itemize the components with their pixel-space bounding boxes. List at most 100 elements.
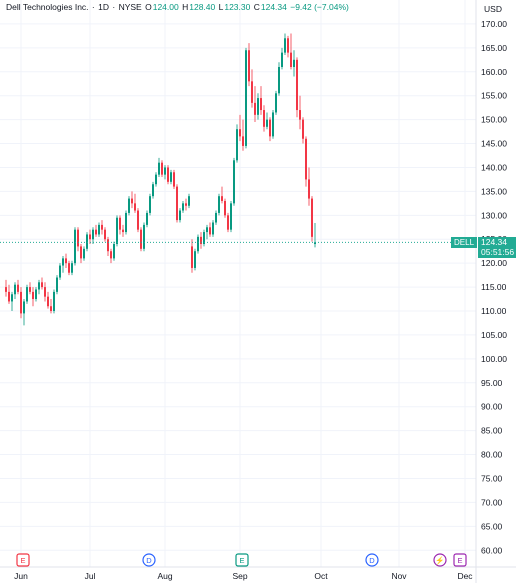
candle (191, 239, 193, 273)
candle-body (158, 162, 160, 175)
candle-body (11, 294, 13, 302)
candle (200, 232, 202, 249)
candle (266, 112, 268, 130)
candle (305, 136, 307, 187)
candle (269, 117, 271, 142)
candle-body (269, 119, 271, 137)
candle (26, 284, 28, 304)
candle (137, 208, 139, 233)
price-axis[interactable]: 60.00 65.00 70.00 75.00 80.00 85.00 90.00 95.00… (475, 0, 507, 583)
candle (152, 181, 154, 199)
candle-body (107, 239, 109, 252)
event-label: ⚡ (435, 556, 444, 565)
candle (107, 236, 109, 256)
y-tick-label: 70.00 (481, 497, 503, 507)
candlestick-series (5, 33, 316, 326)
candle-body (278, 66, 280, 94)
candle (35, 287, 37, 302)
candle (272, 110, 274, 139)
candle-body (185, 203, 187, 206)
candle (83, 246, 85, 261)
candle-body (125, 212, 127, 233)
y-tick-label: 150.00 (481, 115, 507, 125)
event-label: E (457, 556, 462, 565)
candle-body (116, 217, 118, 245)
candle-body (98, 224, 100, 235)
candle-body (128, 198, 130, 213)
candle (245, 47, 247, 149)
open-value: 124.00 (152, 2, 179, 12)
candle (188, 193, 190, 209)
candle-body (203, 232, 205, 245)
candle-body (281, 52, 283, 67)
event-dividend-icon: D (365, 553, 379, 567)
candle (92, 227, 94, 245)
candle (176, 184, 178, 223)
candle (311, 196, 313, 242)
candle (185, 198, 187, 211)
candle-body (17, 284, 19, 292)
x-tick-label: Sep (232, 571, 247, 581)
candle (134, 193, 136, 213)
close-value: 124.34 (260, 2, 287, 12)
candle-body (152, 184, 154, 197)
candle-body (14, 284, 16, 295)
candle (146, 210, 148, 228)
candle (263, 105, 265, 132)
low-value: 123.30 (224, 2, 251, 12)
candle-body (179, 210, 181, 221)
candle (14, 282, 16, 300)
candle-body (224, 200, 226, 216)
candle-body (275, 93, 277, 113)
candle-body (140, 229, 142, 249)
candle-body (263, 110, 265, 127)
candle-body (197, 236, 199, 252)
candle (89, 229, 91, 245)
candle-body (5, 287, 7, 292)
candle (140, 227, 142, 252)
candle (143, 222, 145, 252)
candle-body (215, 212, 217, 223)
y-tick-label: 135.00 (481, 186, 507, 196)
x-tick-label: Aug (157, 571, 172, 581)
candle (215, 210, 217, 225)
candle-body (200, 236, 202, 245)
event-label: D (369, 556, 375, 565)
candle-body (311, 198, 313, 237)
candle-body (314, 242, 316, 245)
candle-body (137, 210, 139, 230)
candle-body (77, 229, 79, 247)
grid-lines (0, 0, 476, 567)
candle-body (290, 52, 292, 67)
candle-body (299, 110, 301, 120)
time-axis[interactable]: Jun Jul Aug Sep Oct Nov Dec (0, 566, 516, 581)
candle-body (155, 174, 157, 185)
candle-body (296, 59, 298, 111)
candle (23, 299, 25, 326)
high-value: 128.40 (189, 2, 216, 12)
candle (212, 220, 214, 237)
candle (116, 215, 118, 247)
event-earnings-icon: E (16, 553, 30, 567)
events-row: E D E D ⚡ E (16, 553, 467, 567)
candle (149, 193, 151, 216)
candle (290, 33, 292, 70)
candle-body (101, 224, 103, 230)
y-tick-label: 130.00 (481, 210, 507, 220)
candle-body (119, 217, 121, 230)
candle-body (131, 198, 133, 204)
candle (314, 222, 316, 248)
candle-body (251, 81, 253, 103)
candle-body (227, 215, 229, 230)
candle (80, 244, 82, 264)
x-tick-label: Jul (85, 571, 96, 581)
candle (104, 227, 106, 242)
candle-body (35, 289, 37, 300)
candle-body (287, 38, 289, 53)
candle (236, 124, 238, 163)
candle-body (80, 246, 82, 259)
candle (68, 260, 70, 276)
candle-body (254, 102, 256, 115)
y-tick-label: 110.00 (481, 306, 507, 316)
